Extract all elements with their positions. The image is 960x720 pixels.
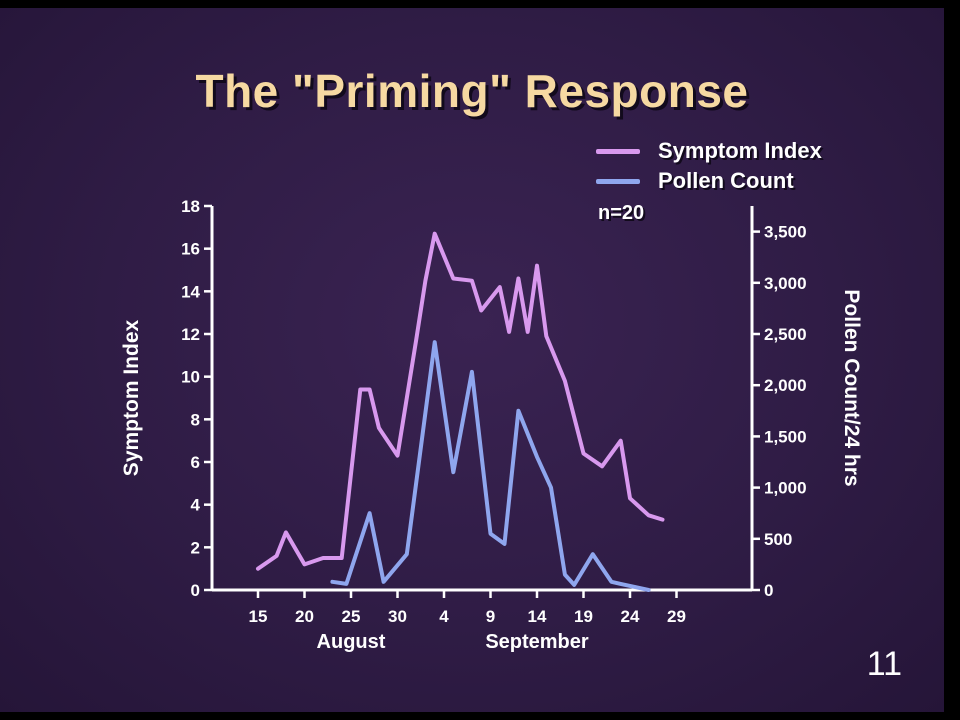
slide-number: 11: [866, 645, 902, 683]
data-point-symptom-index: [479, 309, 483, 312]
data-point-pollen-count: [549, 486, 553, 490]
data-point-symptom-index: [470, 279, 474, 283]
data-point-symptom-index: [396, 454, 399, 458]
slide: The "Priming" Response Symptom Index Pol…: [0, 8, 944, 712]
data-point-symptom-index: [451, 277, 455, 280]
data-point-symptom-index: [516, 277, 520, 280]
data-point-symptom-index: [368, 388, 372, 391]
x-axis-month-label: August: [317, 631, 386, 653]
data-point-pollen-count: [405, 552, 409, 556]
data-point-pollen-count: [451, 470, 455, 474]
y-left-tick-label: 14: [181, 282, 200, 301]
legend-item-pollen-count: Pollen Count: [596, 166, 822, 196]
data-point-symptom-index: [647, 513, 651, 517]
data-point-pollen-count: [609, 580, 613, 584]
y-left-tick-label: 18: [181, 197, 200, 216]
data-point-symptom-index: [340, 556, 344, 560]
legend-swatch-symptom-index: [596, 148, 640, 154]
data-point-symptom-index: [563, 379, 567, 383]
y-right-tick-label: 1,000: [764, 479, 807, 498]
y-right-tick-label: 1,500: [764, 427, 807, 446]
x-tick-label: 4: [439, 607, 449, 626]
data-point-pollen-count: [503, 542, 506, 546]
series-line-symptom-index: [256, 231, 665, 571]
data-point-pollen-count: [344, 582, 348, 586]
data-point-pollen-count: [572, 583, 576, 587]
data-point-pollen-count: [535, 455, 539, 459]
data-point-pollen-count: [563, 573, 567, 577]
y-left-tick-label: 10: [181, 368, 200, 387]
y-right-tick-label: 2,000: [764, 376, 807, 395]
data-point-pollen-count: [489, 532, 492, 536]
data-point-symptom-index: [661, 518, 664, 522]
x-tick-label: 20: [295, 607, 314, 626]
y-axis-left-title: Symptom Index: [120, 320, 143, 477]
data-point-symptom-index: [284, 530, 288, 534]
y-right-tick-label: 3,000: [764, 274, 807, 293]
data-point-symptom-index: [358, 388, 362, 391]
data-point-symptom-index: [507, 330, 511, 334]
chart-legend: Symptom Index Pollen Count: [596, 136, 822, 196]
data-point-symptom-index: [321, 556, 325, 560]
y-left-tick-label: 2: [191, 538, 200, 557]
data-point-symptom-index: [619, 439, 623, 443]
x-tick-label: 29: [667, 607, 686, 626]
y-left-tick-label: 0: [191, 581, 200, 600]
data-point-pollen-count: [470, 370, 474, 374]
y-left-tick-label: 12: [181, 325, 200, 344]
series-line-pollen-count: [330, 340, 651, 592]
data-point-pollen-count: [633, 585, 637, 589]
data-point-pollen-count: [368, 511, 372, 515]
data-point-pollen-count: [516, 409, 520, 413]
x-axis-month-label: September: [485, 631, 589, 653]
x-tick-label: 25: [342, 607, 361, 626]
y-left-tick-label: 16: [181, 240, 200, 259]
y-right-tick-label: 500: [764, 530, 792, 549]
data-point-symptom-index: [256, 567, 260, 571]
data-point-symptom-index: [628, 496, 632, 500]
x-tick-label: 24: [621, 607, 640, 626]
data-point-symptom-index: [433, 232, 437, 236]
y-right-tick-label: 3,500: [764, 223, 807, 242]
data-point-symptom-index: [275, 554, 279, 558]
x-tick-label: 30: [388, 607, 407, 626]
y-left-tick-label: 4: [191, 496, 201, 515]
data-point-symptom-index: [544, 334, 548, 338]
data-point-symptom-index: [526, 330, 530, 334]
data-point-symptom-index: [423, 279, 427, 283]
x-tick-label: 15: [249, 607, 268, 626]
data-point-symptom-index: [377, 426, 381, 430]
y-axis-right-title: Pollen Count/24 hrs: [840, 289, 863, 486]
legend-item-symptom-index: Symptom Index: [596, 136, 822, 166]
data-point-symptom-index: [582, 452, 585, 455]
legend-swatch-pollen-count: [596, 178, 640, 184]
data-point-symptom-index: [600, 464, 604, 468]
y-right-tick-label: 0: [764, 581, 773, 600]
x-tick-label: 9: [486, 607, 495, 626]
data-point-pollen-count: [382, 580, 386, 584]
data-point-symptom-index: [303, 562, 306, 566]
x-tick-label: 14: [528, 607, 547, 626]
data-point-pollen-count: [647, 588, 651, 592]
sample-size-annotation: n=20: [598, 202, 645, 224]
legend-label-symptom-index: Symptom Index: [658, 138, 822, 163]
data-point-pollen-count: [433, 340, 437, 344]
data-point-pollen-count: [619, 582, 623, 586]
x-tick-label: 19: [574, 607, 593, 626]
data-point-symptom-index: [535, 264, 539, 268]
slide-title: The "Priming" Response: [195, 65, 749, 117]
data-point-pollen-count: [591, 552, 595, 556]
data-point-symptom-index: [498, 285, 502, 289]
y-right-tick-label: 2,500: [764, 325, 807, 344]
legend-label-pollen-count: Pollen Count: [658, 168, 794, 193]
data-point-symptom-index: [414, 338, 418, 342]
y-left-tick-label: 8: [191, 410, 200, 429]
y-left-tick-label: 6: [191, 453, 200, 472]
data-point-pollen-count: [330, 580, 334, 584]
